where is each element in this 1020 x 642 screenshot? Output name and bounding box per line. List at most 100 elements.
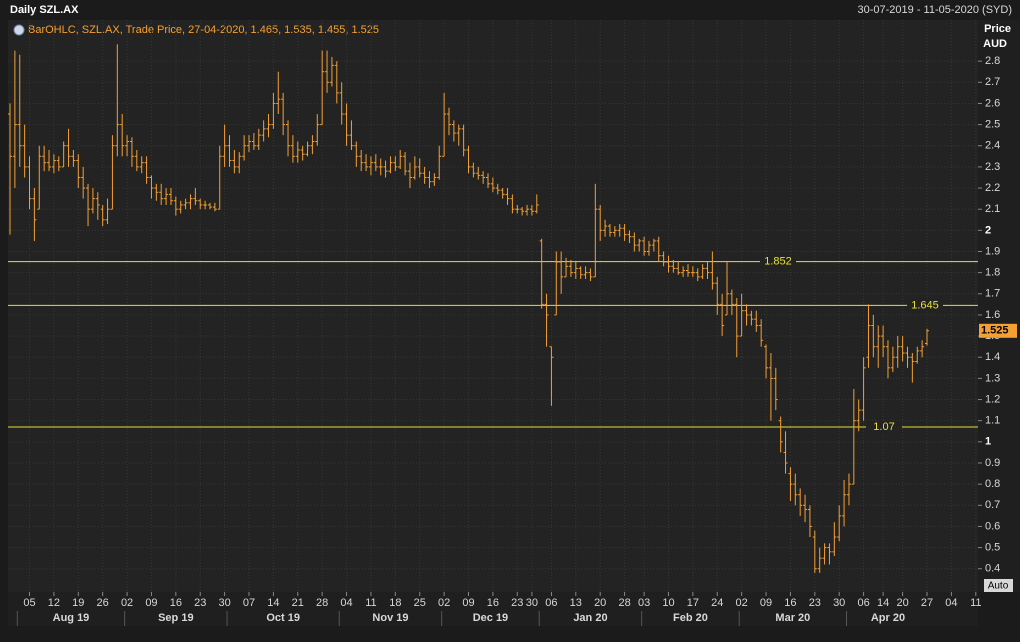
y-tick-label: 2: [985, 224, 991, 236]
ohlc-bar: [573, 262, 578, 279]
ohlc-bar: [920, 340, 925, 358]
ohlc-bar: [910, 353, 915, 383]
ohlc-bar: [642, 236, 647, 256]
ohlc-bar: [207, 202, 212, 210]
x-tick-label: 04: [945, 597, 957, 609]
last-price-label: 1.525: [981, 325, 1009, 337]
ohlc-bar: [788, 467, 793, 502]
ohlc-bar: [325, 50, 330, 93]
x-tick-label: 30: [218, 597, 230, 609]
ohlc-bar: [885, 340, 890, 379]
ohlc-bar: [612, 226, 617, 237]
ohlc-bar: [27, 156, 32, 210]
ohlc-bar: [554, 251, 559, 316]
ohlc-bar: [734, 298, 739, 358]
ohlc-bar: [471, 162, 476, 178]
x-tick-label: 02: [121, 597, 133, 609]
ohlc-bar: [749, 310, 754, 326]
ohlc-bar: [842, 479, 847, 527]
x-tick-label: 17: [687, 597, 699, 609]
ohlc-bar: [183, 198, 188, 210]
date-range: 30-07-2019 - 11-05-2020 (SYD): [858, 4, 1013, 16]
ohlc-bar: [505, 188, 510, 205]
ohlc-bar: [568, 259, 573, 277]
ohlc-bar: [720, 293, 725, 337]
ohlc-bar: [237, 152, 242, 174]
ohlc-bar: [300, 145, 305, 161]
ohlc-bar: [115, 44, 120, 157]
ohlc-bar: [529, 204, 534, 216]
ohlc-bar: [47, 149, 52, 172]
month-label: Apr 20: [871, 612, 905, 624]
ohlc-bar: [432, 173, 437, 186]
ohlc-bar: [305, 141, 310, 157]
ohlc-bar: [86, 183, 91, 227]
ohlc-bar: [622, 224, 627, 241]
date-axis: [8, 592, 978, 626]
ohlc-bar: [212, 202, 217, 212]
x-tick-label: 03: [638, 597, 650, 609]
ohlc-bar: [66, 128, 71, 167]
auto-button[interactable]: [984, 579, 1013, 592]
ohlc-bar: [890, 346, 895, 373]
x-tick-label: 04: [340, 597, 352, 609]
level-label: 1.07: [873, 421, 894, 433]
ohlc-bar: [203, 200, 208, 210]
ohlc-bar: [578, 266, 583, 279]
ohlc-bar: [442, 92, 447, 157]
ohlc-bar: [149, 175, 154, 199]
ohlc-bar: [412, 156, 417, 180]
ohlc-bar: [139, 156, 144, 174]
ohlc-bar: [251, 133, 256, 150]
ohlc-bar: [525, 204, 530, 216]
ohlc-bar: [715, 276, 720, 315]
ohlc-bar: [198, 198, 203, 210]
ohlc-bar: [876, 325, 881, 368]
x-tick-label: 11: [970, 597, 981, 609]
ohlc-bar: [710, 251, 715, 290]
ohlc-bar: [193, 188, 198, 205]
ohlc-bar: [398, 149, 403, 170]
legend-icon[interactable]: [13, 24, 25, 36]
y-tick-label: 2.6: [985, 97, 1000, 109]
ohlc-bar: [700, 264, 705, 279]
y-axis-label: AUD: [983, 38, 1007, 50]
ohlc-bar: [232, 149, 237, 174]
ohlc-bar: [329, 56, 334, 87]
ohlc-bar: [222, 124, 227, 167]
ohlc-bar: [764, 344, 769, 379]
ohlc-bar: [32, 188, 37, 241]
level-label: 1.645: [911, 299, 939, 311]
ohlc-bar: [617, 224, 622, 237]
ohlc-bar: [339, 82, 344, 125]
x-tick-label: 12: [48, 597, 60, 609]
ohlc-bar: [676, 262, 681, 275]
ohlc-bar: [368, 156, 373, 176]
ohlc-bar: [520, 207, 525, 216]
level-label-bg: [760, 255, 796, 268]
y-tick-label: 2.4: [985, 140, 1000, 152]
ohlc-bar: [539, 238, 544, 309]
ohlc-bar: [178, 200, 183, 214]
y-tick-label: 2.1: [985, 203, 1000, 215]
ohlc-bar: [661, 251, 666, 267]
ohlc-bar: [456, 124, 461, 146]
price-axis: [978, 20, 1020, 592]
x-tick-label: 23: [194, 597, 206, 609]
ohlc-bar: [154, 183, 159, 201]
ohlc-bar: [803, 494, 808, 523]
ohlc-bar: [759, 319, 764, 347]
x-tick-label: 16: [784, 597, 796, 609]
ohlc-bar: [22, 124, 27, 178]
ohlc-bar: [651, 238, 656, 252]
month-label: Sep 19: [158, 612, 193, 624]
ohlc-bar: [422, 166, 427, 184]
x-tick-label: 28: [618, 597, 630, 609]
ohlc-bar: [8, 103, 12, 235]
ohlc-bar: [446, 107, 451, 136]
ohlc-bar: [242, 135, 247, 161]
ohlc-bar: [51, 154, 56, 174]
y-tick-label: 0.9: [985, 457, 1000, 469]
ohlc-bar: [681, 266, 686, 277]
ohlc-bar: [705, 262, 710, 279]
